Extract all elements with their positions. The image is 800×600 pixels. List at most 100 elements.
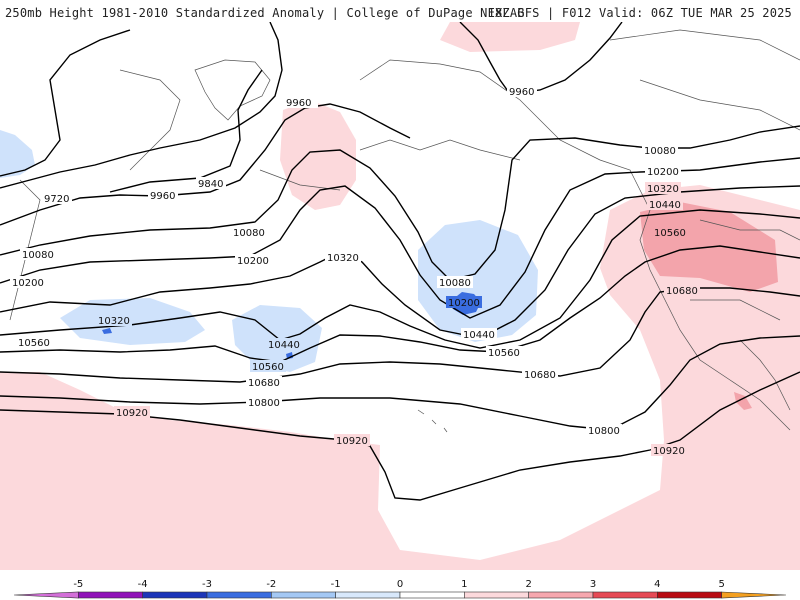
colorbar-swatch <box>271 591 336 599</box>
svg-text:10680: 10680 <box>666 286 698 297</box>
svg-text:10440: 10440 <box>649 200 681 211</box>
svg-text:10200: 10200 <box>12 278 44 289</box>
contour-label-10440: 10440 <box>461 328 497 341</box>
svg-text:10920: 10920 <box>336 436 368 447</box>
contour-label-10200: 10200 <box>645 165 681 178</box>
svg-text:10200: 10200 <box>448 298 480 309</box>
svg-text:10800: 10800 <box>248 398 280 409</box>
contour-label-10920: 10920 <box>334 434 370 447</box>
contour-10080 <box>0 125 800 281</box>
model-valid-time: 18Z GFS | F012 Valid: 06Z TUE MAR 25 202… <box>487 6 792 20</box>
contour-label-10560: 10560 <box>652 226 688 239</box>
svg-text:10920: 10920 <box>653 446 685 457</box>
contour-label-10440: 10440 <box>266 338 302 351</box>
colorbar-swatch <box>592 591 658 599</box>
colorbar-swatches <box>13 591 787 599</box>
contour-10200 <box>0 157 800 319</box>
svg-text:10680: 10680 <box>524 370 556 381</box>
contour-label-10680: 10680 <box>522 368 558 381</box>
colorbar-swatch <box>78 591 143 599</box>
height-contours <box>0 22 800 501</box>
colorbar-tick-label: -3 <box>202 579 212 590</box>
anomaly-positive-south <box>0 185 800 570</box>
contour-label-9960: 9960 <box>507 85 537 98</box>
svg-text:10200: 10200 <box>237 256 269 267</box>
svg-text:9960: 9960 <box>150 191 175 202</box>
contour-label-10560: 10560 <box>486 346 522 359</box>
svg-text:10080: 10080 <box>22 250 54 261</box>
anomaly-shading <box>0 22 800 570</box>
contour-label-10920: 10920 <box>114 406 150 419</box>
svg-text:10320: 10320 <box>327 253 359 264</box>
anomaly-negative-asia <box>0 130 35 178</box>
colorbar: -5 -4 -3 -2 -1 0 1 2 3 4 5 <box>13 579 787 599</box>
colorbar-tick-label: 4 <box>654 579 660 590</box>
anomaly-negative-low <box>418 220 538 342</box>
coastlines <box>9 29 800 433</box>
contour-10560 <box>0 245 800 363</box>
contour-9960-asia <box>0 103 411 226</box>
contour-10440 <box>0 209 800 349</box>
colorbar-tick-label: -4 <box>138 579 148 590</box>
map-title: 250mb Height 1981-2010 Standardized Anom… <box>5 6 525 20</box>
contour-label-10680: 10680 <box>664 284 700 297</box>
colorbar-swatch <box>721 591 787 599</box>
colorbar-tick-label: -5 <box>73 579 83 590</box>
colorbar-tick-label: 5 <box>718 579 724 590</box>
contour-label-10320: 10320 <box>325 251 361 264</box>
svg-text:10560: 10560 <box>252 362 284 373</box>
contour-label-10440: 10440 <box>647 198 683 211</box>
svg-text:10440: 10440 <box>463 330 495 341</box>
svg-text:9960: 9960 <box>286 98 311 109</box>
contour-label-10080: 10080 <box>642 144 678 157</box>
contour-label-9840: 9840 <box>196 177 226 190</box>
contour-label-10800: 10800 <box>586 424 622 437</box>
anomaly-negative-pacific <box>60 298 205 345</box>
map-header: 250mb Height 1981-2010 Standardized Anom… <box>0 0 800 22</box>
svg-text:10080: 10080 <box>233 228 265 239</box>
contour-label-10560: 10560 <box>16 336 52 349</box>
contour-label-10080: 10080 <box>437 276 473 289</box>
colorbar-swatch <box>528 591 594 599</box>
contour-10320 <box>0 185 800 339</box>
colorbar-tick-label: -2 <box>266 579 276 590</box>
svg-text:10320: 10320 <box>647 184 679 195</box>
svg-text:9960: 9960 <box>509 87 534 98</box>
contour-label-10080: 10080 <box>231 226 267 239</box>
colorbar-tick-label: 3 <box>590 579 596 590</box>
colorbar-tick-label: -1 <box>331 579 341 590</box>
anomaly-positive-bering <box>280 100 356 210</box>
colorbar-tick-label: 0 <box>397 579 403 590</box>
contour-label-10200: 10200 <box>446 296 482 309</box>
colorbar-tick-label: 2 <box>525 579 531 590</box>
contour-label-9960: 9960 <box>148 189 178 202</box>
contour-9840 <box>0 29 131 177</box>
svg-text:10560: 10560 <box>654 228 686 239</box>
contour-10920 <box>0 371 800 501</box>
contour-9720 <box>0 22 283 189</box>
contour-label-10680: 10680 <box>246 376 282 389</box>
colorbar-swatch <box>657 591 722 599</box>
anomaly-positive-arctic <box>440 22 580 52</box>
anomaly-map: 9960 9960 9840 9960 9720 10080 10080 10 <box>0 22 800 570</box>
colorbar-swatch <box>206 591 272 599</box>
contour-label-10560: 10560 <box>250 360 286 373</box>
contour-label-10320: 10320 <box>645 182 681 195</box>
svg-text:10200: 10200 <box>647 167 679 178</box>
svg-text:10920: 10920 <box>116 408 148 419</box>
svg-text:10320: 10320 <box>98 316 130 327</box>
contour-labels: 9960 9960 9840 9960 9720 10080 10080 10 <box>10 85 700 457</box>
colorbar-swatch <box>464 591 529 599</box>
svg-text:9720: 9720 <box>44 194 69 205</box>
svg-text:9840: 9840 <box>198 179 223 190</box>
svg-text:10800: 10800 <box>588 426 620 437</box>
colorbar-swatch <box>399 591 465 599</box>
contour-label-9960: 9960 <box>284 96 318 109</box>
colorbar-swatch <box>142 591 208 599</box>
svg-text:10560: 10560 <box>18 338 50 349</box>
contour-label-10320: 10320 <box>96 314 132 327</box>
svg-text:10440: 10440 <box>268 340 300 351</box>
contour-9840-b <box>109 69 263 193</box>
colorbar-ticks: -5 -4 -3 -2 -1 0 1 2 3 4 5 <box>73 579 725 590</box>
svg-text:10560: 10560 <box>488 348 520 359</box>
